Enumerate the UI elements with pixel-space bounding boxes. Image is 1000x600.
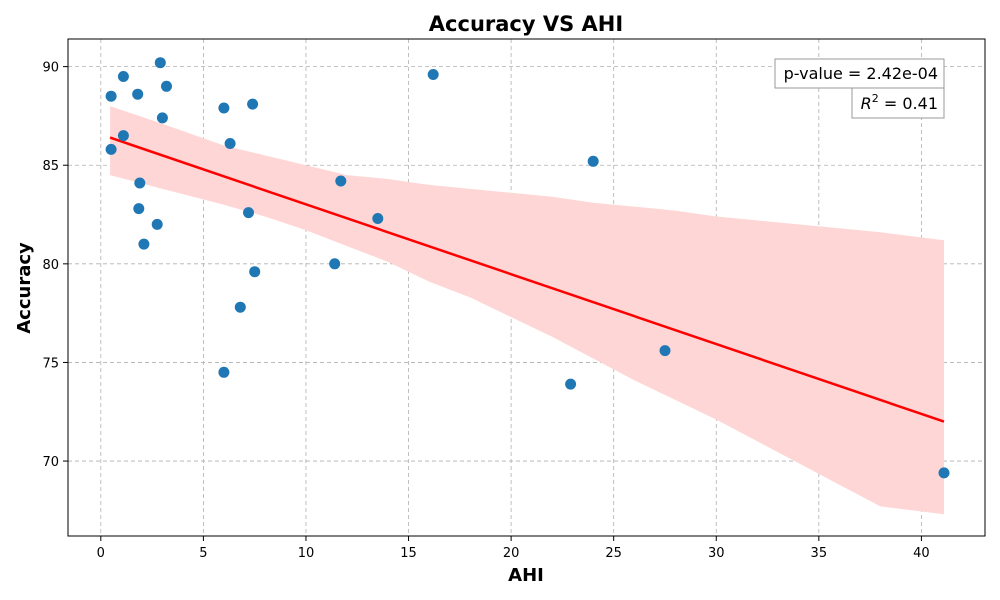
- r2-annotation: R2 = 0.41: [851, 87, 945, 119]
- data-points-layer: [105, 57, 950, 479]
- chart-title: Accuracy VS AHI: [429, 12, 623, 36]
- x-tick-label: 40: [913, 546, 930, 561]
- x-axis-label: AHI: [508, 565, 544, 586]
- data-point: [161, 80, 172, 92]
- data-point: [938, 467, 950, 479]
- data-point: [565, 378, 577, 390]
- data-point: [156, 112, 168, 124]
- r2-superscript: 2: [872, 92, 879, 105]
- data-point: [105, 143, 117, 155]
- fit-line-layer: [109, 136, 945, 423]
- data-point: [234, 301, 246, 313]
- data-point: [218, 102, 230, 114]
- plot-area-frame: [67, 38, 986, 537]
- x-tick-label: 0: [97, 546, 105, 561]
- x-tick-label: 5: [199, 546, 207, 561]
- data-point: [134, 177, 146, 189]
- data-point: [243, 207, 254, 219]
- x-tick-label: 15: [400, 546, 417, 561]
- data-point: [138, 238, 150, 250]
- data-point: [151, 218, 163, 230]
- y-axis-ticks: 70 75 80 85 90: [42, 61, 68, 470]
- data-point: [372, 213, 384, 224]
- x-tick-label: 25: [605, 546, 622, 561]
- data-point: [132, 88, 144, 100]
- data-point: [335, 175, 347, 187]
- data-point: [154, 57, 166, 69]
- r2-value: = 0.41: [879, 94, 938, 113]
- x-axis-ticks: 0 5 10 15 20 25 30 35 40: [97, 536, 930, 561]
- y-tick-label: 70: [42, 455, 59, 470]
- x-tick-label: 20: [503, 546, 520, 561]
- r2-text: R2 = 0.41: [861, 92, 938, 113]
- y-tick-label: 90: [42, 61, 59, 76]
- y-tick-label: 85: [42, 159, 59, 174]
- y-axis-label: Accuracy: [14, 242, 35, 334]
- data-point: [249, 266, 261, 278]
- data-point: [224, 138, 236, 149]
- pvalue-box: [774, 58, 945, 89]
- data-point: [659, 345, 671, 357]
- data-point: [117, 130, 129, 142]
- x-tick-label: 30: [708, 546, 725, 561]
- y-tick-label: 75: [42, 356, 59, 371]
- data-point: [587, 155, 599, 167]
- data-point: [117, 71, 129, 82]
- data-point: [218, 366, 230, 378]
- r2-box: [851, 87, 945, 119]
- pvalue-text: p-value = 2.42e-04: [784, 64, 938, 83]
- y-tick-label: 80: [42, 258, 59, 273]
- x-tick-label: 10: [298, 546, 315, 561]
- data-point: [247, 98, 259, 110]
- r2-symbol: R: [861, 94, 872, 113]
- x-tick-label: 35: [811, 546, 828, 561]
- data-point: [133, 203, 145, 215]
- pvalue-annotation: p-value = 2.42e-04: [774, 58, 945, 89]
- regression-line: [109, 136, 945, 423]
- data-point: [105, 90, 117, 102]
- data-point: [329, 258, 341, 270]
- data-point: [427, 69, 439, 80]
